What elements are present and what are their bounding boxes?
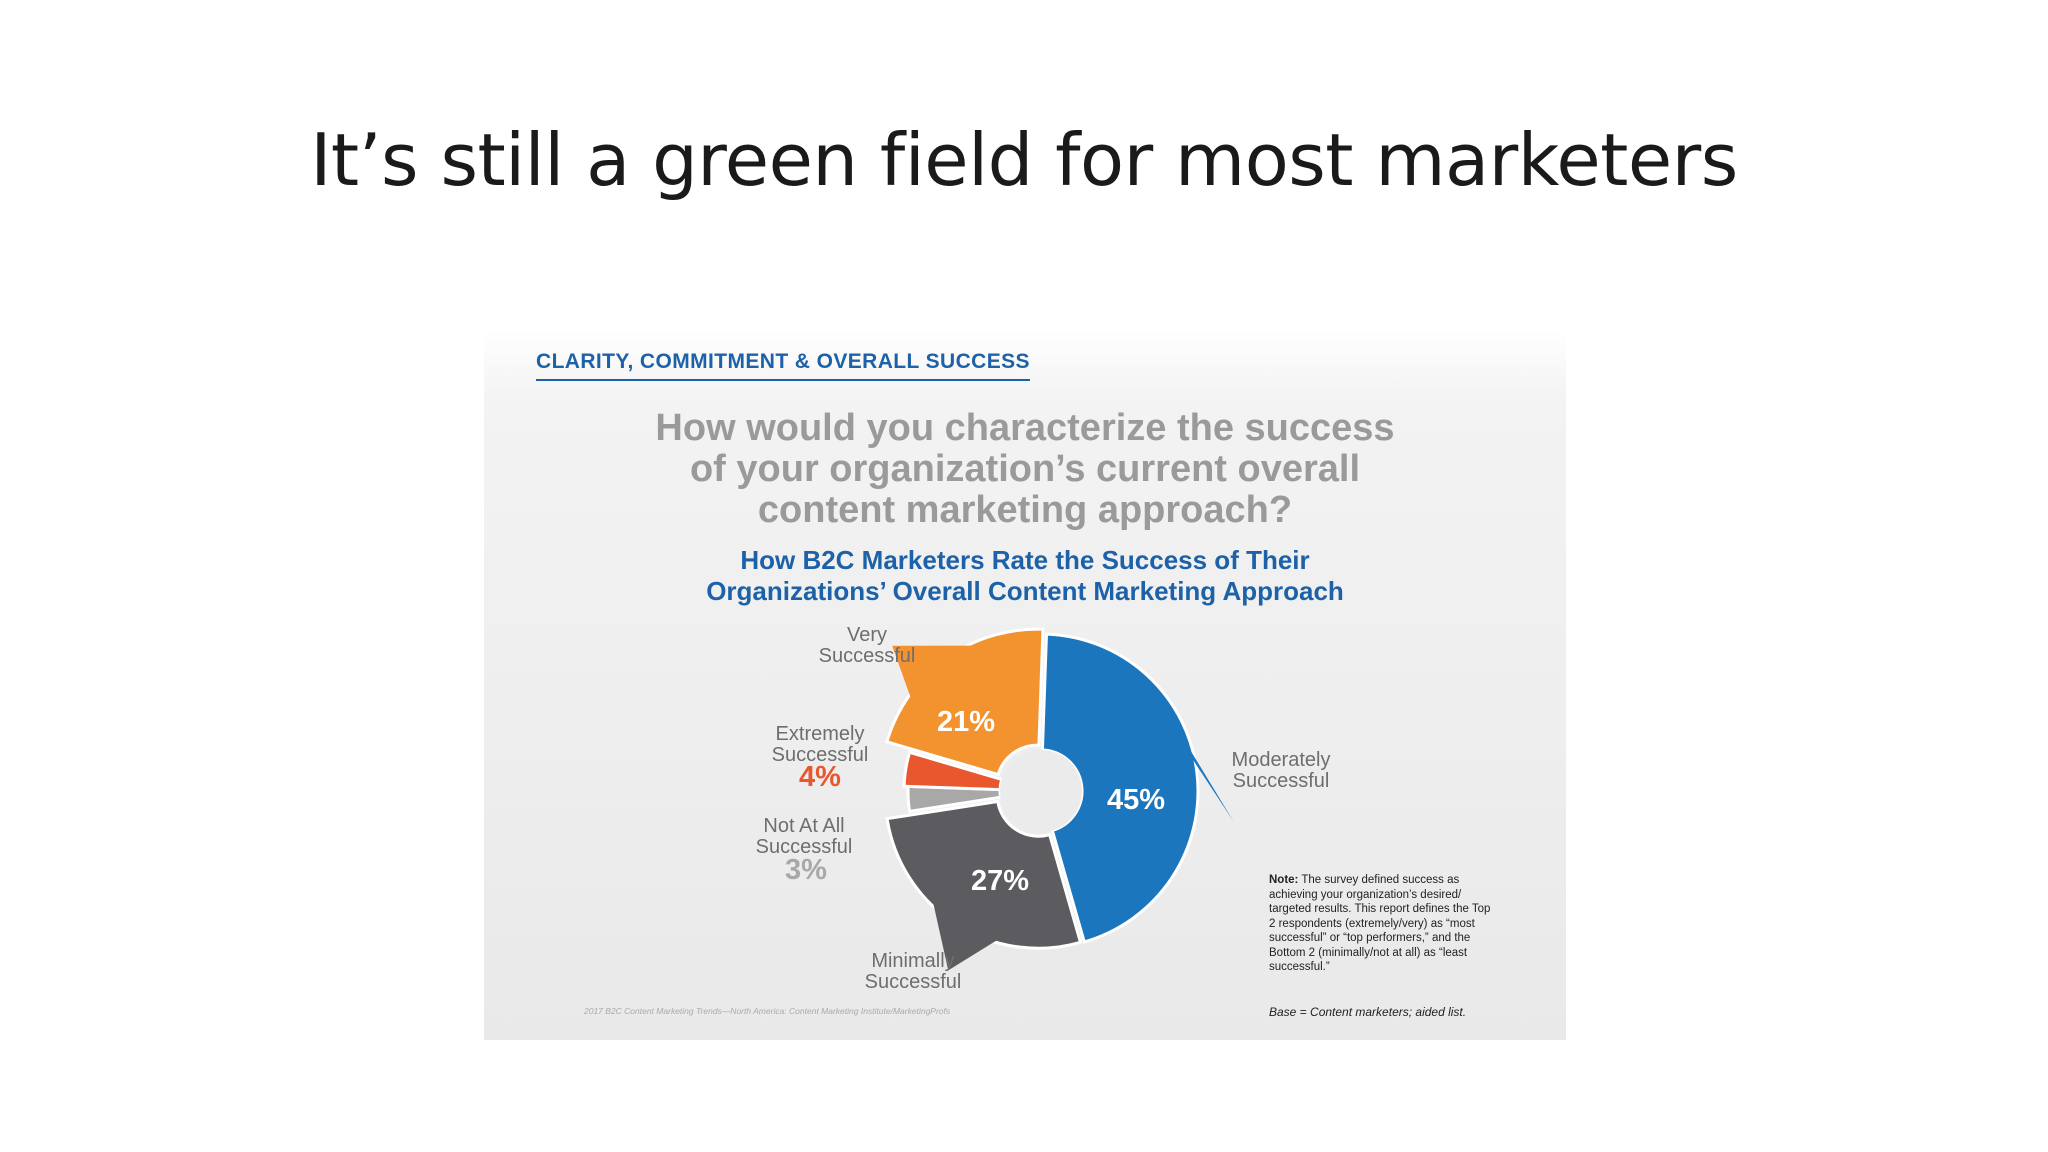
question-line: of your organization’s current overall [689, 448, 1361, 490]
question-line: How would you characterize the success [655, 407, 1395, 449]
slice-category-label: Successful [1233, 770, 1330, 792]
slice-value-label: 4% [799, 761, 841, 793]
pie-center-hole [1000, 750, 1082, 832]
slice-value-label: 21% [937, 706, 995, 738]
pie-slice-group [885, 799, 1083, 971]
slice-category-label: Successful [756, 836, 853, 858]
slice-value-label: 27% [971, 865, 1029, 897]
slice-pointer [892, 645, 972, 698]
chart-title-line: Organizations’ Overall Content Marketing… [706, 576, 1344, 606]
slice-category-label: Moderately [1232, 749, 1331, 771]
slice-category-label: Successful [819, 645, 916, 667]
chart-title-line: How B2C Marketers Rate the Success of Th… [740, 545, 1310, 575]
chart-title: How B2C Marketers Rate the Success of Th… [484, 545, 1566, 607]
slice-pointer [933, 903, 997, 971]
base-text: Base = Content marketers; aided list. [1269, 1005, 1467, 1019]
slide-title: It’s still a green field for most market… [310, 118, 1738, 202]
slice-category-label: Extremely [776, 723, 865, 745]
question-text: How would you characterize the success o… [484, 408, 1566, 531]
slice-category-label: Not At All [763, 815, 844, 837]
pie-slice [885, 799, 1083, 950]
section-header: CLARITY, COMMITMENT & OVERALL SUCCESS [536, 350, 1030, 381]
slice-category-label: Successful [865, 971, 962, 993]
question-line: content marketing approach? [757, 489, 1293, 531]
pie-slice-group [885, 627, 1045, 777]
note-body: The survey defined success as achieving … [1269, 874, 1491, 973]
slice-value-label: 3% [785, 854, 827, 886]
slice-value-label: 45% [1107, 784, 1165, 816]
slice-category-label: Very [847, 624, 887, 646]
slice-category-label: Successful [772, 744, 869, 766]
source-text: 2017 B2C Content Marketing Trends—North … [584, 1006, 951, 1016]
pie-chart: 45%ModeratelySuccessful27%MinimallySucce… [756, 624, 1331, 993]
note-text: Note: The survey defined success as achi… [1269, 873, 1499, 975]
infographic: CLARITY, COMMITMENT & OVERALL SUCCESS Ho… [484, 330, 1566, 1040]
note-label: Note: [1269, 874, 1299, 886]
slice-category-label: Minimally [871, 950, 954, 972]
slice-pointer [1129, 664, 1234, 822]
